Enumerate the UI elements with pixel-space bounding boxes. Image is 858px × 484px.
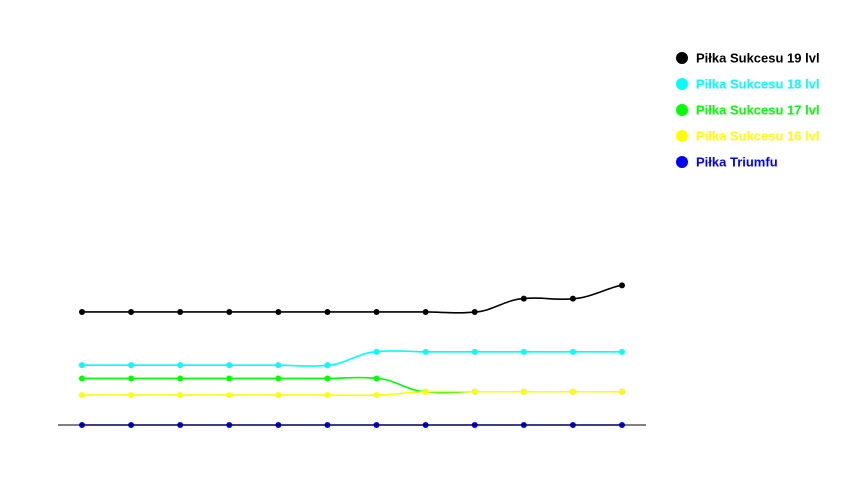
data-point[interactable]	[422, 388, 429, 395]
series-line	[82, 376, 622, 394]
legend-marker	[676, 156, 688, 168]
data-point[interactable]	[79, 375, 85, 382]
series-2	[79, 348, 625, 369]
data-point[interactable]	[422, 308, 429, 315]
data-point[interactable]	[373, 392, 380, 399]
data-point[interactable]	[275, 375, 282, 382]
data-point[interactable]	[471, 348, 478, 355]
legend-item[interactable]: Piłka Sukcesu 18 lvl	[676, 77, 820, 92]
legend-item[interactable]: Piłka Sukcesu 16 lvl	[676, 129, 820, 144]
legend-marker	[676, 78, 688, 90]
legend-label: Piłka Triumfu	[696, 155, 778, 170]
data-point[interactable]	[226, 375, 233, 382]
data-point[interactable]	[569, 388, 576, 395]
data-point[interactable]	[275, 392, 282, 399]
legend-label: Piłka Sukcesu 18 lvl	[696, 77, 820, 92]
data-point[interactable]	[373, 375, 380, 382]
data-point[interactable]	[79, 362, 85, 369]
data-point[interactable]	[324, 308, 331, 315]
data-point[interactable]	[619, 388, 625, 395]
data-point[interactable]	[520, 388, 527, 395]
series-line	[81, 390, 622, 397]
data-point[interactable]	[422, 348, 429, 355]
data-point[interactable]	[128, 392, 135, 399]
data-point[interactable]	[520, 295, 527, 302]
data-point[interactable]	[275, 362, 282, 369]
legend-marker	[676, 104, 688, 116]
data-point[interactable]	[177, 308, 184, 315]
data-point[interactable]	[619, 348, 625, 355]
data-point[interactable]	[373, 308, 380, 315]
data-point[interactable]	[128, 308, 135, 315]
data-point[interactable]	[226, 362, 233, 369]
data-point[interactable]	[177, 362, 184, 369]
legend-item[interactable]: Piłka Sukcesu 17 lvl	[676, 103, 820, 118]
data-point[interactable]	[569, 348, 576, 355]
legend-label: Piłka Sukcesu 16 lvl	[696, 129, 820, 144]
series-4	[79, 388, 625, 399]
series-line	[82, 284, 623, 314]
data-point[interactable]	[324, 375, 331, 382]
plot-area	[79, 282, 625, 428]
legend-marker	[676, 130, 688, 142]
data-point[interactable]	[324, 392, 331, 399]
data-point[interactable]	[520, 348, 527, 355]
data-point[interactable]	[79, 308, 85, 315]
data-point[interactable]	[226, 308, 233, 315]
series-line	[82, 350, 622, 367]
legend-marker	[676, 52, 688, 64]
data-point[interactable]	[324, 362, 331, 369]
data-point[interactable]	[373, 348, 380, 355]
data-point[interactable]	[128, 362, 135, 369]
legend-item[interactable]: Piłka Sukcesu 19 lvl	[676, 51, 820, 66]
data-point[interactable]	[619, 282, 625, 289]
legend-label: Piłka Sukcesu 17 lvl	[696, 103, 820, 118]
data-point[interactable]	[177, 392, 184, 399]
data-point[interactable]	[226, 392, 233, 399]
data-point[interactable]	[275, 308, 282, 315]
data-point[interactable]	[79, 392, 85, 399]
data-point[interactable]	[128, 375, 135, 382]
data-point[interactable]	[471, 388, 478, 395]
legend: Piłka Sukcesu 19 lvl Piłka Sukcesu 18 lvl…	[676, 51, 820, 170]
legend-label: Piłka Sukcesu 19 lvl	[696, 51, 820, 66]
data-point[interactable]	[569, 295, 576, 302]
series-1	[79, 282, 625, 315]
legend-item[interactable]: Piłka Triumfu	[676, 155, 778, 170]
data-point[interactable]	[177, 375, 184, 382]
data-point[interactable]	[471, 308, 478, 315]
